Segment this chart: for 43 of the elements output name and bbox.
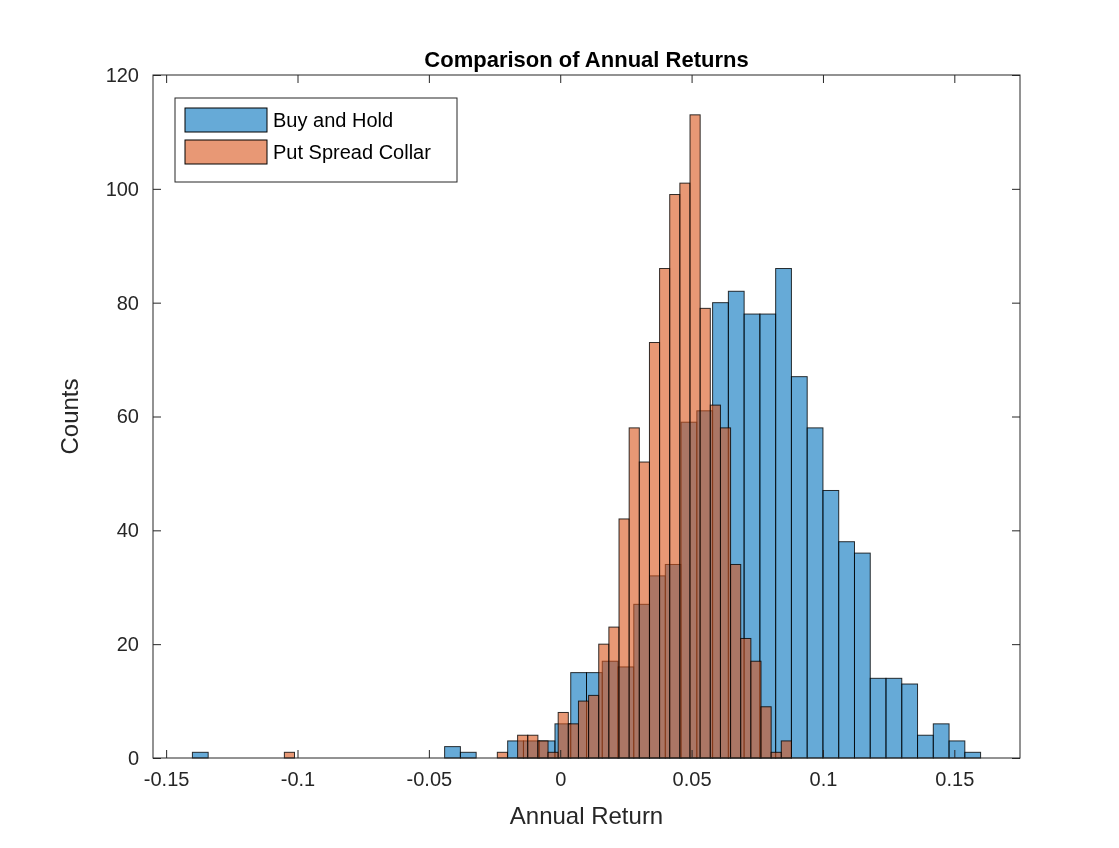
bar — [628, 427, 640, 759]
legend-label: Buy and Hold — [273, 109, 394, 131]
bar — [932, 723, 950, 759]
bar — [806, 427, 824, 759]
y-tick-label: 120 — [105, 63, 139, 86]
bar — [557, 711, 569, 759]
y-tick-label: 20 — [116, 633, 139, 656]
bar — [730, 563, 742, 759]
bar — [699, 307, 711, 759]
chart-title: Comparison of Annual Returns — [424, 47, 749, 72]
bar — [719, 427, 732, 759]
x-tick-label: 0.05 — [672, 768, 712, 791]
bar — [780, 740, 792, 759]
bar — [948, 740, 966, 759]
x-tick-label: 0.1 — [809, 768, 838, 791]
bar — [689, 114, 701, 759]
x-axis-title: Annual Return — [509, 802, 664, 829]
x-tick-label: 0 — [555, 768, 567, 791]
legend-label: Put Spread Collar — [273, 141, 432, 163]
x-tick-label: -0.1 — [280, 768, 316, 791]
bar — [669, 194, 681, 759]
x-tick-label: -0.05 — [406, 768, 453, 791]
bar — [901, 683, 919, 759]
y-tick-label: 40 — [116, 519, 139, 542]
y-tick-label: 80 — [116, 291, 139, 314]
bar — [790, 376, 808, 759]
bar — [750, 660, 762, 759]
y-tick-label: 60 — [116, 405, 139, 428]
y-tick-label: 0 — [127, 746, 139, 769]
bar — [838, 541, 855, 759]
bar — [822, 489, 840, 759]
y-axis-title: Counts — [56, 378, 83, 455]
bar — [885, 677, 903, 759]
x-tick-label: -0.15 — [143, 768, 190, 791]
bar — [760, 706, 772, 759]
bar — [618, 518, 630, 759]
bar — [740, 637, 752, 759]
y-tick-label: 100 — [105, 177, 139, 200]
bar — [709, 404, 721, 759]
bar — [853, 552, 871, 759]
bar — [537, 740, 549, 759]
bar — [679, 182, 691, 759]
x-tick-label: 0.15 — [935, 768, 975, 791]
